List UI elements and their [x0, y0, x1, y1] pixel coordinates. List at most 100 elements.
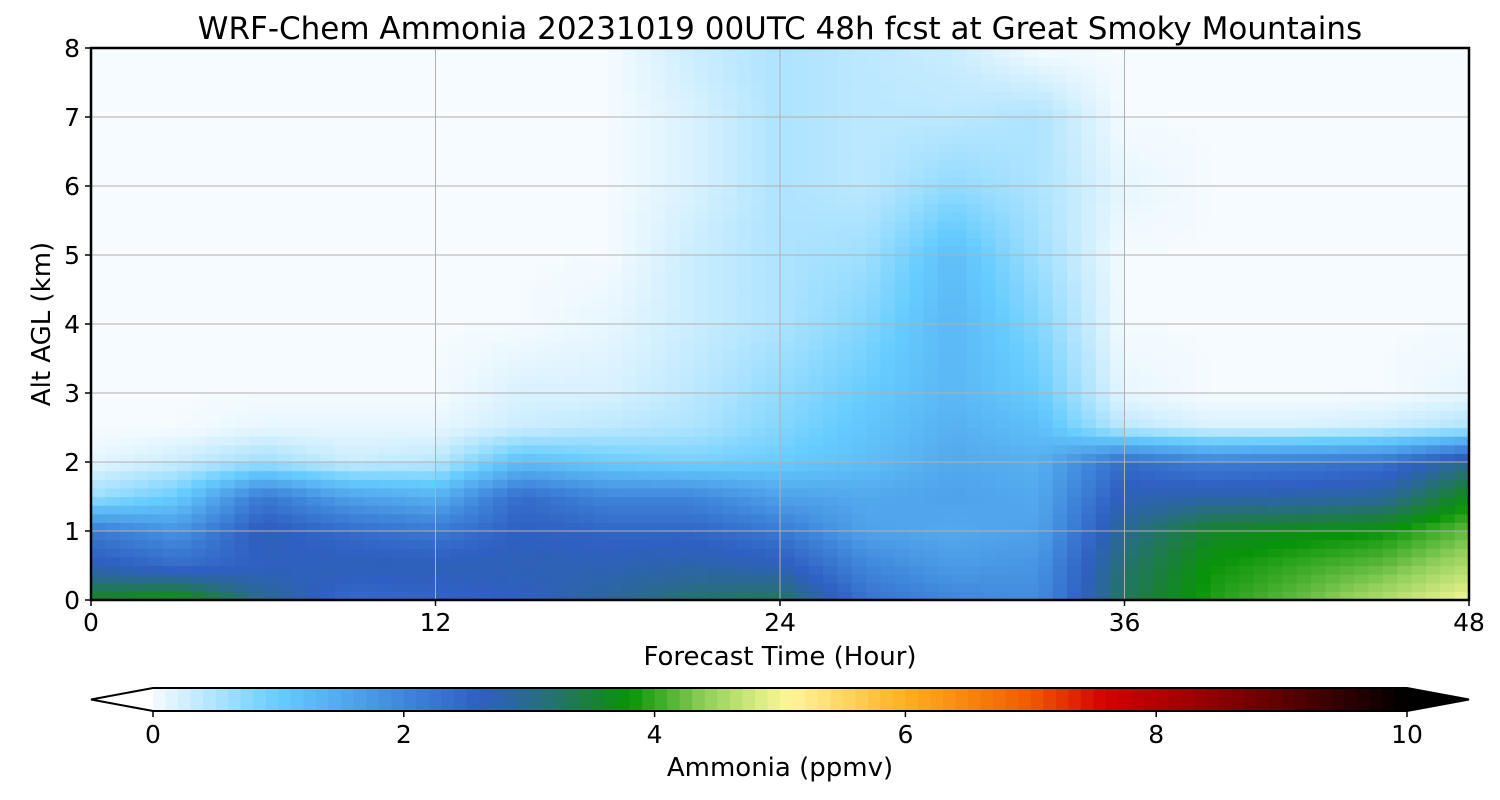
heatmap-cell: [234, 444, 250, 454]
heatmap-cell: [464, 194, 480, 204]
heatmap-cell: [263, 91, 279, 101]
heatmap-cell: [751, 48, 767, 58]
heatmap-cell: [937, 556, 953, 567]
heatmap-cell: [1052, 444, 1068, 454]
heatmap-cell: [1110, 280, 1126, 291]
heatmap-cell: [148, 358, 164, 368]
heatmap-cell: [91, 505, 106, 515]
heatmap-cell: [162, 125, 178, 135]
heatmap-cell: [521, 332, 537, 342]
heatmap-cell: [119, 229, 135, 239]
heatmap-cell: [478, 99, 494, 109]
heatmap-cell: [191, 151, 207, 161]
heatmap-cell: [765, 393, 781, 403]
heatmap-cell: [177, 160, 193, 170]
heatmap-cell: [823, 134, 839, 144]
heatmap-cell: [421, 410, 437, 420]
heatmap-cell: [650, 117, 666, 127]
chart-title: WRF-Chem Ammonia 20231019 00UTC 48h fcst…: [198, 11, 1362, 47]
heatmap-cell: [1167, 186, 1183, 196]
heatmap-cell: [177, 134, 193, 144]
heatmap-cell: [579, 349, 594, 360]
heatmap-cell: [1038, 220, 1054, 230]
heatmap-cell: [1196, 574, 1212, 584]
heatmap-cell: [823, 125, 839, 135]
heatmap-cell: [306, 73, 322, 84]
heatmap-cell: [607, 401, 623, 411]
heatmap-cell: [449, 479, 465, 489]
heatmap-cell: [421, 48, 437, 58]
heatmap-cell: [119, 134, 135, 144]
heatmap-cell: [1153, 263, 1169, 273]
heatmap-cell: [1196, 263, 1212, 273]
heatmap-cell: [650, 229, 666, 239]
heatmap-cell: [1167, 496, 1183, 506]
heatmap-cell: [335, 177, 350, 187]
heatmap-cell: [808, 324, 824, 334]
heatmap-cell: [708, 531, 724, 541]
heatmap-cell: [105, 522, 121, 532]
heatmap-cell: [1038, 108, 1054, 118]
heatmap-cell: [923, 427, 939, 437]
heatmap-cell: [607, 556, 623, 567]
heatmap-cell: [1009, 289, 1025, 299]
heatmap-cell: [1124, 229, 1140, 239]
heatmap-cell: [449, 522, 465, 532]
heatmap-cell: [866, 91, 882, 101]
heatmap-cell: [435, 384, 451, 394]
heatmap-cell: [1138, 108, 1154, 118]
heatmap-cell: [349, 237, 365, 247]
heatmap-cell: [1038, 280, 1054, 291]
heatmap-cell: [134, 384, 150, 394]
heatmap-cell: [1095, 410, 1111, 420]
heatmap-cell: [162, 548, 178, 558]
heatmap-cell: [1024, 332, 1039, 342]
heatmap-cell: [392, 142, 408, 153]
heatmap-cell: [636, 358, 652, 368]
heatmap-cell: [1124, 349, 1140, 360]
heatmap-cell: [751, 436, 767, 446]
heatmap-cell: [1052, 289, 1068, 299]
heatmap-cell: [765, 125, 781, 135]
heatmap-cell: [1196, 462, 1212, 472]
heatmap-cell: [492, 349, 508, 360]
heatmap-cell: [622, 82, 638, 92]
heatmap-cell: [134, 332, 150, 342]
heatmap-cell: [349, 531, 365, 541]
heatmap-cell: [406, 211, 422, 222]
heatmap-cell: [952, 479, 968, 489]
heatmap-cell: [435, 99, 451, 109]
heatmap-cell: [622, 401, 638, 411]
heatmap-cell: [808, 358, 824, 368]
heatmap-cell: [937, 539, 953, 549]
heatmap-cell: [937, 168, 953, 178]
heatmap-cell: [1081, 470, 1097, 480]
heatmap-cell: [1181, 315, 1197, 325]
heatmap-cell: [722, 565, 738, 575]
heatmap-cell: [521, 134, 537, 144]
heatmap-cell: [564, 220, 580, 230]
heatmap-cell: [205, 298, 221, 308]
heatmap-cell: [679, 194, 695, 204]
heatmap-cell: [134, 298, 150, 308]
heatmap-cell: [492, 151, 508, 161]
heatmap-cell: [320, 479, 336, 489]
heatmap-cell: [521, 582, 537, 592]
heatmap-cell: [492, 298, 508, 308]
heatmap-cell: [119, 272, 135, 282]
heatmap-cell: [894, 315, 910, 325]
heatmap-cell: [277, 556, 293, 567]
heatmap-cell: [406, 574, 422, 584]
heatmap-cell: [1038, 591, 1054, 601]
heatmap-cell: [837, 151, 853, 161]
heatmap-cell: [464, 574, 480, 584]
heatmap-cell: [1052, 99, 1068, 109]
heatmap-cell: [937, 384, 953, 394]
heatmap-cell: [535, 462, 551, 472]
heatmap-cell: [1067, 168, 1083, 178]
heatmap-cell: [1095, 151, 1111, 161]
heatmap-cell: [134, 306, 150, 316]
heatmap-cell: [363, 108, 379, 118]
heatmap-cell: [306, 211, 322, 222]
heatmap-cell: [1009, 65, 1025, 75]
